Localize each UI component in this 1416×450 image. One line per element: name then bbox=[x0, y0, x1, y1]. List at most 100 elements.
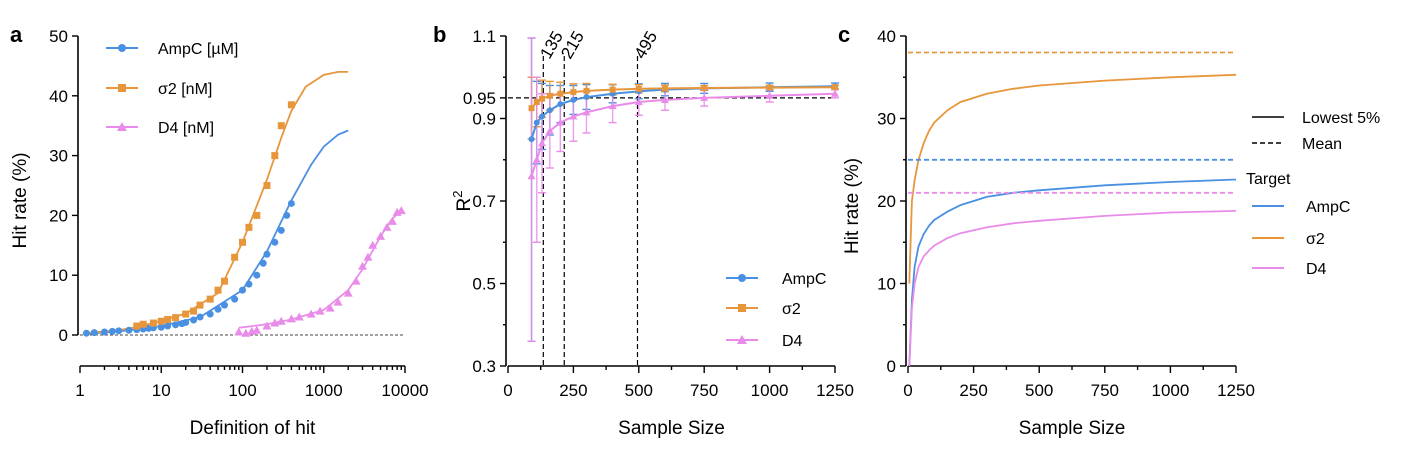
panel-a-data-point bbox=[263, 182, 271, 189]
panel-a-data-point bbox=[271, 152, 279, 160]
panel-b-legend-label: D4 bbox=[782, 333, 803, 350]
panel-a-data-point bbox=[315, 306, 325, 315]
panel-b-data-point bbox=[546, 92, 553, 99]
panel-a-y-tick-label: 30 bbox=[49, 147, 68, 166]
panel-c-legend-style-label: Mean bbox=[1302, 136, 1342, 153]
panel-b-x-tick-label: 0 bbox=[503, 381, 512, 400]
panel-a-x-label: Definition of hit bbox=[190, 418, 316, 439]
panel-a-data-point bbox=[252, 325, 262, 334]
panel-b-data-point bbox=[583, 94, 590, 101]
panel-c-legend-target-title: Target bbox=[1246, 171, 1291, 188]
panel-a-data-point bbox=[139, 320, 147, 328]
panel-c-lowest-line bbox=[908, 178, 1237, 367]
panel-a-legend-marker bbox=[118, 84, 126, 92]
panel-b: b 0.3 0.5 0.7 0.9 0.95 1.1 0 250 500 750 1000 1250 S… bbox=[433, 22, 854, 439]
panel-a-data-point bbox=[376, 231, 386, 240]
panel-a-data-point bbox=[172, 321, 180, 329]
panel-c-y-tick-label: 30 bbox=[877, 110, 896, 129]
panel-b-data-point bbox=[539, 95, 546, 102]
panel-b-data-point bbox=[557, 90, 564, 97]
panel-b-data-point bbox=[661, 85, 668, 92]
panel-a-data-point bbox=[234, 327, 244, 336]
panel-a-data-point bbox=[277, 122, 285, 130]
panel-b-ref-vline-label: 215 bbox=[557, 28, 588, 62]
panel-a-data-point bbox=[90, 329, 98, 337]
panel-a-data-point bbox=[164, 322, 172, 330]
panel-c-legend-style-label: Lowest 5% bbox=[1302, 110, 1380, 127]
panel-b-data-point bbox=[660, 95, 669, 103]
panel-a-data-point bbox=[277, 226, 285, 234]
panel-a-legend-marker bbox=[118, 44, 126, 52]
panel-a-data-point bbox=[190, 307, 198, 315]
panel-b-data-point bbox=[766, 84, 773, 91]
panel-b-legend-marker bbox=[737, 335, 747, 344]
panel-a-data-point bbox=[133, 322, 141, 330]
panel-b-data-point bbox=[608, 102, 617, 110]
panel-c-x-tick-label: 0 bbox=[903, 381, 912, 400]
panel-a-data-point bbox=[294, 312, 304, 321]
panel-a-data-point bbox=[271, 238, 279, 246]
panel-a-data-point bbox=[283, 211, 291, 219]
panel-a-data-point bbox=[358, 261, 368, 270]
panel-b-data-point bbox=[570, 89, 577, 96]
panel-a-data-point bbox=[343, 288, 353, 297]
panel-a-data-point bbox=[245, 223, 253, 231]
panel-a-y-tick-label: 40 bbox=[49, 87, 68, 106]
panel-b-legend-label: σ2 bbox=[782, 301, 801, 318]
panel-b-y-tick-label: 0.95 bbox=[463, 89, 496, 108]
panel-a-data-point bbox=[231, 253, 239, 261]
panel-b-data-point bbox=[569, 112, 578, 120]
panel-a-y-tick-label: 0 bbox=[59, 326, 68, 345]
panel-b-data-point bbox=[556, 118, 565, 126]
panel-b-ref-vline-label: 495 bbox=[631, 28, 662, 62]
panel-a-data-point bbox=[115, 327, 123, 335]
panel-a-data-point bbox=[287, 199, 295, 207]
panel-a-data-point bbox=[190, 316, 198, 324]
panel-a-data-point bbox=[286, 314, 296, 323]
panel-a-data-point bbox=[82, 329, 90, 337]
panel-a-data-point bbox=[220, 277, 228, 285]
panel-b-data-point bbox=[545, 126, 554, 134]
panel-b-legend-label: AmpC bbox=[782, 271, 826, 288]
panel-a-data-point bbox=[306, 309, 316, 318]
panel-b-data-point bbox=[765, 91, 774, 99]
panel-a-data-point bbox=[196, 301, 204, 309]
panel-b-data-point bbox=[538, 139, 547, 147]
panel-a-x-tick-label: 1000 bbox=[305, 381, 343, 400]
panel-b-data-point bbox=[570, 96, 577, 103]
panel-a-data-point bbox=[351, 276, 361, 285]
panel-a-data-point bbox=[287, 101, 295, 109]
panel-a-data-point bbox=[363, 252, 373, 261]
panel-b-data-point bbox=[533, 119, 540, 126]
panel-b-series-line bbox=[530, 92, 836, 177]
panel-a-y-tick-label: 20 bbox=[49, 206, 68, 225]
panel-c-x-label: Sample Size bbox=[1019, 418, 1126, 439]
panel-a-data-point bbox=[182, 318, 190, 326]
panel-a-data-point bbox=[396, 206, 406, 215]
panel-c-y-label: Hit rate (%) bbox=[842, 158, 863, 254]
panel-b-data-point bbox=[582, 108, 591, 116]
panel-a-x-tick-label: 10 bbox=[152, 381, 171, 400]
panel-c-lowest-line bbox=[908, 73, 1237, 284]
panel-a-data-point bbox=[196, 313, 204, 321]
panel-a-x-tick-label: 10000 bbox=[381, 381, 428, 400]
panel-a-data-point bbox=[157, 323, 165, 331]
panel-a-data-point bbox=[206, 310, 214, 318]
panel-a-fit-curve bbox=[86, 71, 349, 335]
panel-b-data-point bbox=[533, 99, 540, 105]
panel-a-fit-curve bbox=[86, 129, 349, 335]
panel-c-x-tick-label: 500 bbox=[1025, 381, 1053, 400]
panel-b-data-point bbox=[532, 155, 541, 163]
panel-a-data-point bbox=[220, 301, 228, 309]
panel-c-legend-target-label: σ2 bbox=[1306, 231, 1325, 248]
panel-c: c 0 10 20 30 40 0 250 500 750 1000 1250 Sample Size… bbox=[838, 22, 1380, 439]
panel-b-legend-marker bbox=[738, 304, 746, 312]
panel-b-data-point bbox=[701, 84, 708, 91]
panel-b-data-point bbox=[583, 87, 590, 94]
panel-b-data-point bbox=[528, 105, 535, 112]
panel-b-data-point bbox=[527, 172, 536, 180]
panel-b-y-label-superscript: 2 bbox=[450, 191, 465, 198]
panel-b-x-tick-label: 500 bbox=[625, 381, 653, 400]
panel-a-data-point bbox=[172, 314, 180, 322]
